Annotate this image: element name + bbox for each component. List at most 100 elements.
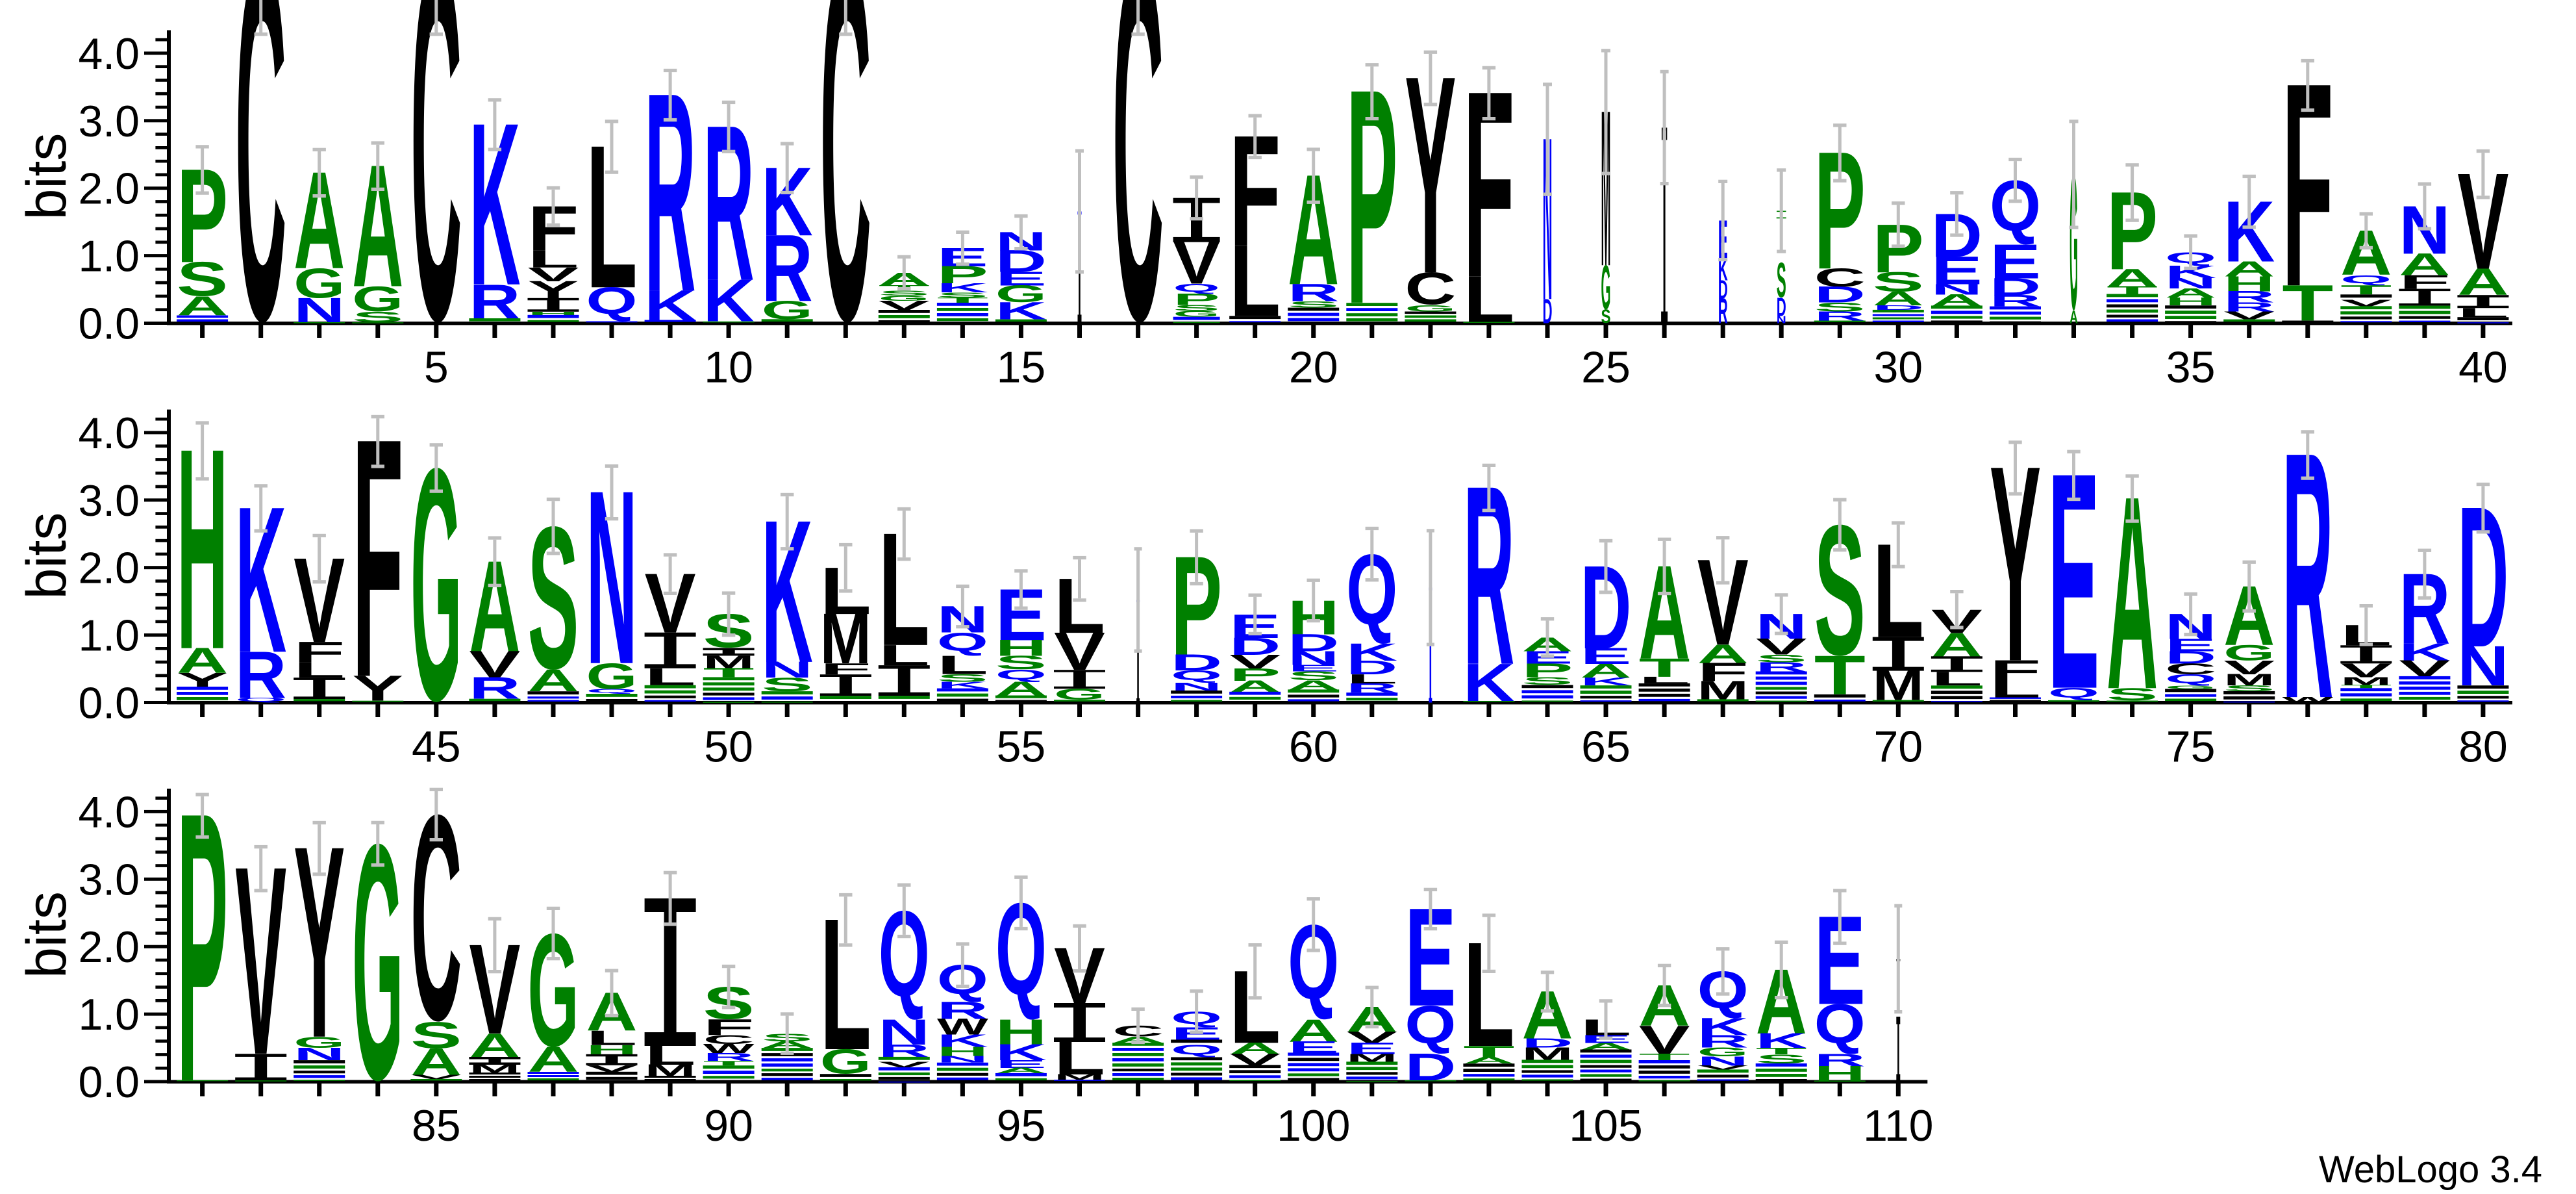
- svg-text:Q: Q: [1405, 995, 1456, 1055]
- svg-text:C: C: [1814, 264, 1866, 292]
- svg-text:L: L: [1463, 262, 1514, 337]
- svg-text:bits: bits: [16, 513, 78, 600]
- svg-text:L: L: [528, 246, 579, 273]
- svg-text:M: M: [703, 652, 755, 672]
- svg-text:K: K: [1463, 652, 1514, 713]
- svg-text:D: D: [1346, 657, 1397, 679]
- svg-text:G: G: [1173, 309, 1220, 318]
- svg-text:0.0: 0.0: [78, 299, 140, 349]
- svg-text:L: L: [1346, 672, 1397, 687]
- svg-text:R: R: [2223, 288, 2275, 306]
- svg-text:G: G: [995, 281, 1047, 307]
- svg-text:E: E: [1931, 248, 1982, 292]
- svg-text:V: V: [2223, 309, 2275, 322]
- svg-text:Q: Q: [1171, 1042, 1222, 1058]
- svg-text:H: H: [995, 635, 1047, 661]
- svg-text:C: C: [2165, 660, 2216, 678]
- svg-text:G: G: [1697, 1045, 1749, 1060]
- svg-text:Q: Q: [1814, 993, 1866, 1055]
- svg-text:3.0: 3.0: [78, 855, 140, 904]
- svg-text:C: C: [820, 0, 871, 426]
- svg-text:R: R: [1697, 1031, 1749, 1051]
- svg-text:D: D: [2165, 648, 2216, 668]
- svg-text:N: N: [762, 657, 813, 683]
- svg-text:N: N: [1777, 314, 1786, 325]
- svg-text:T: T: [2340, 684, 2392, 689]
- svg-text:S: S: [177, 252, 228, 307]
- svg-text:L: L: [645, 1040, 696, 1071]
- svg-text:F: F: [703, 1015, 755, 1040]
- svg-text:D: D: [1405, 1045, 1456, 1089]
- svg-text:Q: Q: [995, 667, 1047, 682]
- svg-text:G: G: [586, 656, 638, 697]
- svg-text:S: S: [937, 291, 988, 299]
- svg-text:L: L: [586, 1026, 638, 1050]
- svg-text:K: K: [1346, 639, 1397, 666]
- svg-text:C: C: [410, 0, 462, 426]
- svg-text:P: P: [1522, 659, 1573, 681]
- svg-text:A: A: [2399, 247, 2450, 281]
- svg-text:G: G: [294, 260, 345, 307]
- svg-text:K: K: [937, 680, 988, 690]
- svg-text:S: S: [1601, 305, 1611, 327]
- svg-text:K: K: [1756, 1029, 1807, 1052]
- svg-text:M: M: [1873, 662, 1924, 709]
- svg-text:90: 90: [704, 1101, 753, 1150]
- svg-text:A: A: [1873, 288, 1924, 310]
- svg-text:G: G: [352, 279, 403, 319]
- svg-text:T: T: [1639, 653, 1690, 682]
- svg-text:T: T: [1463, 1043, 1514, 1061]
- svg-text:T: T: [937, 296, 988, 305]
- svg-text:H: H: [937, 1044, 988, 1059]
- svg-text:L: L: [1639, 675, 1690, 685]
- svg-text:T: T: [2282, 274, 2333, 331]
- svg-text:4.0: 4.0: [78, 29, 140, 79]
- svg-text:Y: Y: [352, 668, 403, 708]
- svg-text:110: 110: [1863, 1101, 1933, 1150]
- svg-text:M: M: [469, 1062, 520, 1074]
- svg-text:A: A: [1581, 1041, 1632, 1051]
- svg-text:V: V: [1229, 651, 1281, 673]
- svg-text:5: 5: [424, 343, 449, 392]
- svg-text:S: S: [1288, 299, 1339, 310]
- svg-text:N: N: [2165, 275, 2216, 292]
- svg-text:A: A: [1288, 678, 1339, 692]
- svg-text:65: 65: [1581, 722, 1631, 772]
- svg-text:V: V: [879, 298, 930, 313]
- svg-text:N: N: [1288, 647, 1339, 669]
- svg-text:100: 100: [1277, 1101, 1350, 1150]
- svg-text:G: G: [294, 1034, 345, 1051]
- svg-text:R: R: [1814, 309, 1866, 324]
- svg-text:A: A: [2107, 264, 2158, 292]
- svg-text:C: C: [703, 1032, 755, 1047]
- svg-text:S: S: [1814, 299, 1866, 314]
- svg-text:V: V: [2340, 659, 2392, 681]
- svg-text:C: C: [235, 0, 286, 426]
- svg-text:E: E: [2165, 635, 2216, 655]
- svg-text:A: A: [1463, 1055, 1514, 1065]
- svg-text:D: D: [1777, 292, 1786, 322]
- svg-text:R: R: [937, 997, 988, 1024]
- svg-text:V: V: [2340, 298, 2392, 308]
- svg-text:E: E: [1990, 235, 2041, 289]
- svg-text:R: R: [235, 637, 286, 712]
- svg-text:2.0: 2.0: [78, 544, 140, 593]
- svg-text:T: T: [1756, 1046, 1807, 1056]
- svg-text:15: 15: [997, 343, 1046, 392]
- svg-text:T: T: [703, 1060, 755, 1067]
- svg-text:T: T: [703, 665, 755, 680]
- svg-text:S: S: [2223, 683, 2275, 692]
- svg-text:D: D: [1288, 629, 1339, 657]
- svg-text:V: V: [528, 264, 579, 286]
- svg-text:C: C: [1112, 0, 1164, 426]
- svg-text:S: S: [410, 1014, 462, 1056]
- svg-text:D: D: [1522, 1035, 1573, 1050]
- svg-text:W: W: [703, 1041, 755, 1056]
- svg-text:A: A: [1229, 1039, 1281, 1058]
- svg-text:K: K: [1581, 675, 1632, 688]
- svg-text:V: V: [879, 1060, 930, 1069]
- svg-text:Q: Q: [1171, 668, 1222, 683]
- svg-text:P: P: [1229, 665, 1281, 685]
- svg-text:0.0: 0.0: [78, 1058, 140, 1107]
- svg-text:25: 25: [1581, 343, 1631, 392]
